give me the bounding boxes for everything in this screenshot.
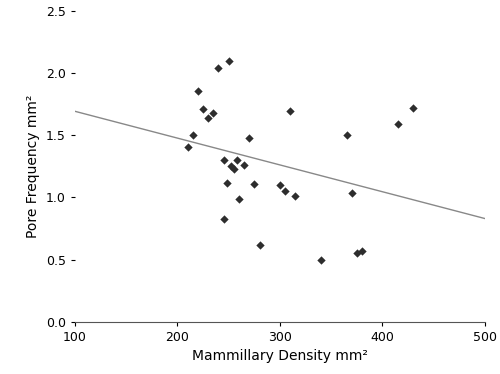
Point — [256, 242, 264, 248]
Point — [235, 196, 243, 202]
Point — [210, 110, 218, 116]
Point — [199, 106, 207, 112]
Point — [222, 180, 230, 186]
X-axis label: Mammillary Density mm²: Mammillary Density mm² — [192, 349, 368, 363]
Point — [233, 157, 241, 163]
Point — [214, 65, 222, 71]
Point — [194, 88, 202, 94]
Point — [358, 248, 366, 254]
Point — [245, 135, 253, 141]
Point — [240, 162, 248, 168]
Point — [250, 181, 258, 187]
Point — [286, 108, 294, 114]
Point — [189, 132, 197, 138]
Point — [220, 157, 228, 163]
Point — [394, 121, 402, 127]
Point — [281, 188, 289, 194]
Point — [353, 250, 361, 256]
Point — [230, 166, 238, 172]
Point — [204, 115, 212, 121]
Point — [409, 105, 417, 111]
Point — [348, 190, 356, 196]
Point — [184, 144, 192, 150]
Point — [227, 163, 235, 169]
Point — [220, 215, 228, 221]
Point — [292, 193, 300, 199]
Point — [225, 58, 233, 64]
Point — [317, 257, 325, 263]
Y-axis label: Pore Frequency mm²: Pore Frequency mm² — [26, 95, 40, 238]
Point — [276, 182, 284, 188]
Point — [342, 132, 350, 138]
